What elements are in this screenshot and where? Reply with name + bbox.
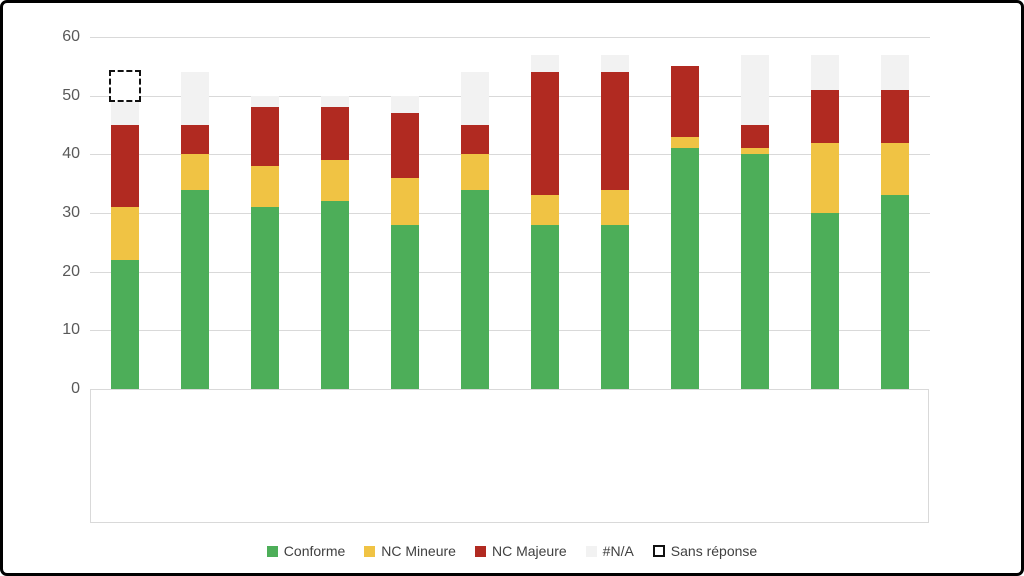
bar-segment-n-a[interactable]	[391, 95, 419, 114]
legend-item-n-a[interactable]: #N/A	[585, 543, 634, 559]
bar-segment-n-a[interactable]	[531, 54, 559, 73]
bar-segment-nc-mineure[interactable]	[811, 142, 839, 213]
bar-7[interactable]	[531, 54, 559, 389]
legend-item-conforme[interactable]: Conforme	[266, 543, 346, 559]
legend-swatch-dashed-icon	[652, 545, 665, 557]
bar-segment-n-a[interactable]	[811, 54, 839, 90]
legend-item-nc-mineure[interactable]: NC Mineure	[364, 543, 456, 559]
bar-segment-n-a[interactable]	[881, 54, 909, 90]
bar-segment-conforme[interactable]	[321, 201, 349, 389]
y-axis-tick-label: 40	[62, 145, 80, 163]
bar-segment-n-a[interactable]	[181, 72, 209, 126]
bar-segment-nc-mineure[interactable]	[881, 142, 909, 196]
bar-segment-nc-mineure[interactable]	[601, 189, 629, 225]
plot-area	[90, 37, 930, 389]
bar-segment-nc-mineure[interactable]	[181, 154, 209, 190]
bar-segment-nc-majeure[interactable]	[741, 125, 769, 149]
legend-swatch-icon	[364, 545, 376, 557]
bar-segment-conforme[interactable]	[531, 224, 559, 389]
bar-segment-nc-mineure[interactable]	[531, 195, 559, 225]
gridline-y-60	[90, 37, 930, 38]
bar-segment-nc-majeure[interactable]	[881, 89, 909, 143]
legend-swatch-icon	[266, 545, 278, 557]
bar-segment-nc-mineure[interactable]	[251, 166, 279, 208]
bar-segment-conforme[interactable]	[881, 195, 909, 389]
bar-9[interactable]	[671, 66, 699, 389]
bar-segment-n-a[interactable]	[461, 72, 489, 126]
bar-segment-n-a[interactable]	[251, 95, 279, 108]
bar-segment-nc-majeure[interactable]	[811, 89, 839, 143]
bar-1[interactable]	[109, 70, 141, 389]
y-axis-tick-label: 0	[71, 380, 80, 397]
bar-4[interactable]	[321, 95, 349, 389]
bar-segment-conforme[interactable]	[111, 259, 139, 389]
category-axis-area	[90, 389, 929, 523]
legend: Conforme NC Mineure NC Majeure #N/A Sans rép…	[0, 543, 1024, 559]
bar-segment-n-a[interactable]	[111, 101, 139, 126]
bar-segment-nc-mineure[interactable]	[321, 160, 349, 202]
bar-segment-n-a[interactable]	[321, 95, 349, 108]
bar-segment-nc-majeure[interactable]	[601, 72, 629, 190]
bar-6[interactable]	[461, 72, 489, 389]
legend-swatch-icon	[474, 545, 486, 557]
bar-segment-n-a[interactable]	[601, 54, 629, 73]
bar-segment-sans-r-ponse[interactable]	[109, 70, 141, 102]
bar-segment-nc-majeure[interactable]	[461, 125, 489, 155]
bar-segment-nc-mineure[interactable]	[671, 136, 699, 149]
y-axis-tick-label: 10	[62, 321, 80, 339]
bar-segment-conforme[interactable]	[181, 189, 209, 389]
bar-segment-conforme[interactable]	[251, 207, 279, 389]
bar-segment-conforme[interactable]	[741, 154, 769, 389]
bar-3[interactable]	[251, 95, 279, 389]
bar-segment-conforme[interactable]	[391, 224, 419, 389]
bar-segment-conforme[interactable]	[601, 224, 629, 389]
gridline-y-30	[90, 213, 930, 214]
legend-label: NC Majeure	[491, 543, 567, 559]
bar-segment-nc-majeure[interactable]	[671, 66, 699, 137]
gridline-y-50	[90, 95, 930, 97]
gridline-y-20	[90, 271, 930, 273]
bar-segment-nc-mineure[interactable]	[111, 207, 139, 260]
bar-segment-nc-majeure[interactable]	[321, 107, 349, 161]
bar-segment-conforme[interactable]	[461, 189, 489, 389]
bar-segment-nc-majeure[interactable]	[391, 113, 419, 178]
y-axis-tick-label: 20	[62, 262, 80, 280]
y-axis-tick-label: 60	[62, 28, 80, 45]
bar-2[interactable]	[181, 72, 209, 389]
y-axis-tick-label: 50	[62, 86, 80, 104]
legend-label: Conforme	[283, 543, 346, 559]
gridline-y-40	[90, 154, 930, 156]
bar-segment-nc-majeure[interactable]	[181, 125, 209, 155]
bar-segment-nc-majeure[interactable]	[251, 107, 279, 167]
bar-5[interactable]	[391, 95, 419, 389]
y-axis-tick-label: 30	[62, 204, 80, 221]
bar-segment-nc-majeure[interactable]	[531, 72, 559, 196]
bar-11[interactable]	[811, 54, 839, 389]
bar-segment-nc-mineure[interactable]	[391, 177, 419, 225]
legend-item-nc-majeure[interactable]: NC Majeure	[474, 543, 567, 559]
bar-segment-nc-majeure[interactable]	[111, 125, 139, 208]
legend-label: NC Mineure	[381, 543, 456, 559]
bar-segment-conforme[interactable]	[811, 213, 839, 389]
legend-swatch-icon	[585, 545, 597, 557]
bar-segment-nc-mineure[interactable]	[741, 148, 769, 155]
legend-item-sans-r-ponse[interactable]: Sans réponse	[652, 543, 758, 559]
bar-segment-conforme[interactable]	[671, 148, 699, 389]
bar-segment-nc-mineure[interactable]	[461, 154, 489, 190]
legend-label: #N/A	[602, 543, 634, 559]
legend-label: Sans réponse	[670, 543, 758, 559]
bar-12[interactable]	[881, 54, 909, 389]
gridline-y-10	[90, 330, 930, 332]
bar-8[interactable]	[601, 54, 629, 389]
bar-10[interactable]	[741, 54, 769, 389]
bar-segment-n-a[interactable]	[741, 54, 769, 126]
